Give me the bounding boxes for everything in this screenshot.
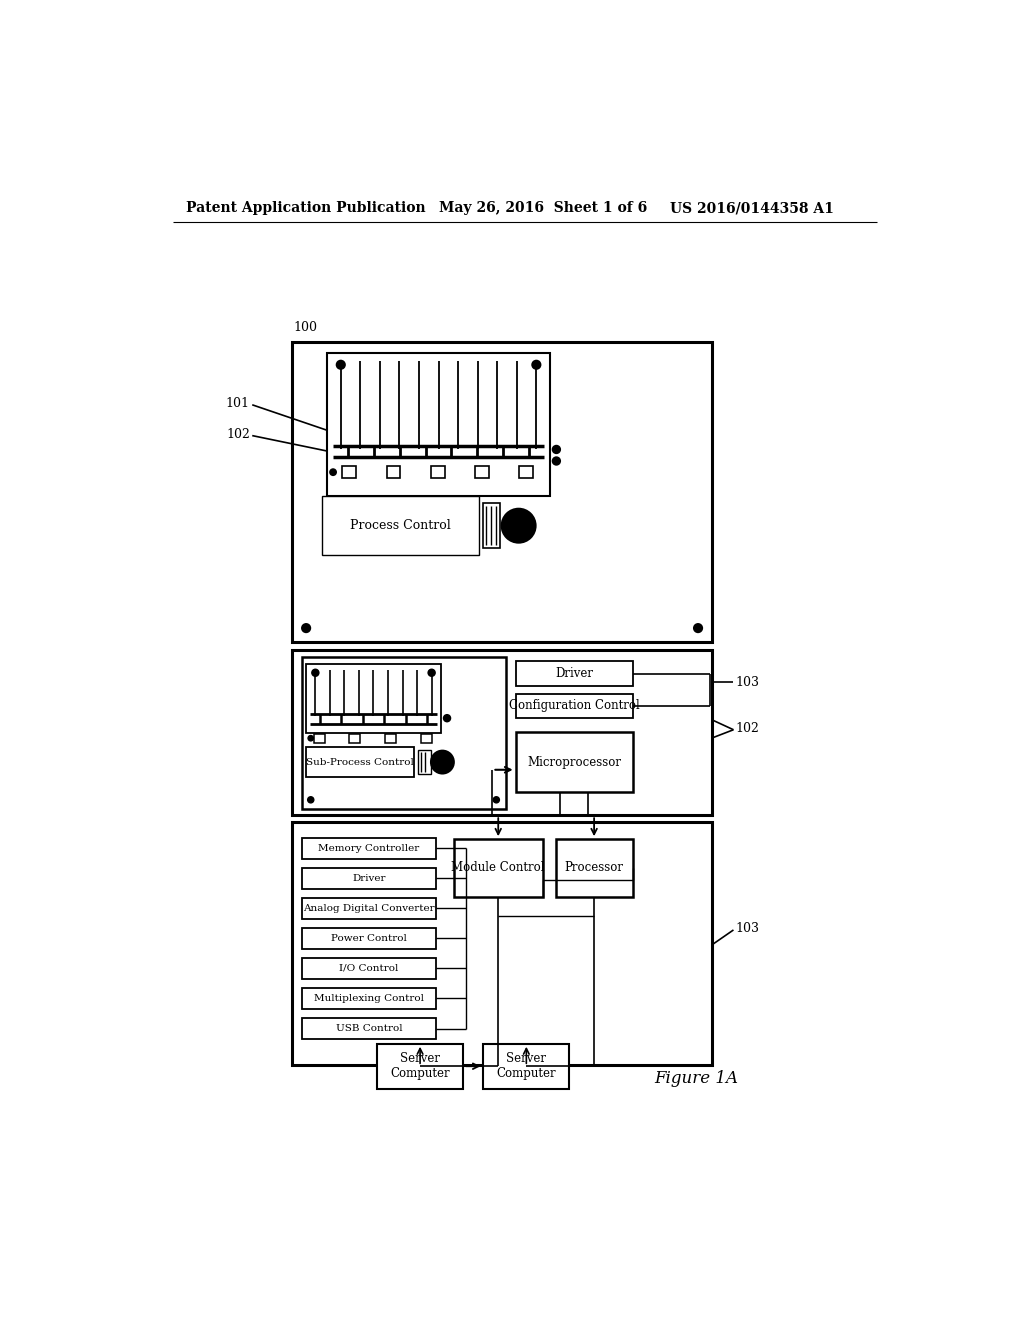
Text: I/O Control: I/O Control: [339, 964, 398, 973]
Bar: [556, 840, 633, 896]
Text: Module Control: Module Control: [452, 862, 545, 874]
Bar: [431, 466, 444, 478]
Bar: [387, 466, 400, 478]
Circle shape: [431, 751, 454, 774]
Text: USB Control: USB Control: [336, 1024, 402, 1034]
Text: Sub-Process Control: Sub-Process Control: [306, 758, 414, 767]
Bar: [292, 342, 712, 642]
Bar: [301, 928, 436, 949]
Bar: [301, 1018, 436, 1039]
Bar: [421, 734, 432, 743]
Bar: [301, 867, 436, 890]
Circle shape: [307, 797, 313, 803]
Text: Microprocessor: Microprocessor: [527, 755, 622, 768]
Bar: [418, 750, 431, 775]
Bar: [515, 661, 633, 686]
Circle shape: [330, 469, 336, 475]
Bar: [515, 693, 633, 718]
Circle shape: [308, 735, 313, 741]
Text: Memory Controller: Memory Controller: [318, 843, 420, 853]
Bar: [385, 734, 396, 743]
Text: 103: 103: [735, 676, 759, 689]
Text: Server
Computer: Server Computer: [390, 1052, 450, 1080]
Bar: [483, 503, 500, 548]
Bar: [519, 466, 534, 478]
Circle shape: [494, 797, 500, 803]
Bar: [306, 747, 414, 777]
Text: Analog Digital Converter: Analog Digital Converter: [303, 904, 434, 913]
Bar: [301, 898, 436, 919]
Circle shape: [502, 508, 536, 543]
Text: 102: 102: [735, 722, 759, 735]
Circle shape: [337, 360, 345, 370]
Bar: [301, 657, 506, 809]
Circle shape: [428, 669, 435, 676]
Bar: [306, 664, 441, 733]
Text: Server
Computer: Server Computer: [497, 1052, 556, 1080]
Text: Power Control: Power Control: [331, 935, 407, 942]
Bar: [313, 734, 325, 743]
Text: Configuration Control: Configuration Control: [509, 700, 639, 713]
Bar: [323, 496, 478, 554]
Circle shape: [694, 624, 702, 632]
Text: Processor: Processor: [564, 862, 624, 874]
Circle shape: [439, 759, 445, 766]
Text: Multiplexing Control: Multiplexing Control: [314, 994, 424, 1003]
Bar: [483, 1044, 569, 1089]
Circle shape: [443, 714, 451, 722]
Bar: [327, 354, 550, 496]
Bar: [515, 733, 633, 792]
Bar: [301, 987, 436, 1010]
Text: 101: 101: [226, 397, 250, 409]
Bar: [454, 840, 543, 896]
Text: Driver: Driver: [555, 667, 593, 680]
Bar: [301, 958, 436, 979]
Circle shape: [302, 624, 310, 632]
Circle shape: [532, 360, 541, 370]
Bar: [475, 466, 489, 478]
Bar: [377, 1044, 463, 1089]
Bar: [301, 838, 436, 859]
Text: Patent Application Publication: Patent Application Publication: [186, 202, 426, 215]
Bar: [326, 499, 475, 552]
Bar: [292, 822, 712, 1065]
Text: 102: 102: [226, 428, 250, 441]
Circle shape: [553, 446, 560, 453]
Text: Process Control: Process Control: [350, 519, 451, 532]
Bar: [292, 649, 712, 816]
Bar: [349, 734, 360, 743]
Circle shape: [515, 521, 522, 529]
Circle shape: [312, 669, 318, 676]
Text: May 26, 2016  Sheet 1 of 6: May 26, 2016 Sheet 1 of 6: [438, 202, 647, 215]
Text: Driver: Driver: [352, 874, 386, 883]
Text: Figure 1A: Figure 1A: [654, 1071, 738, 1088]
Text: US 2016/0144358 A1: US 2016/0144358 A1: [670, 202, 834, 215]
Text: 100: 100: [294, 321, 317, 334]
Bar: [342, 466, 356, 478]
Text: 103: 103: [735, 921, 759, 935]
Circle shape: [553, 457, 560, 465]
